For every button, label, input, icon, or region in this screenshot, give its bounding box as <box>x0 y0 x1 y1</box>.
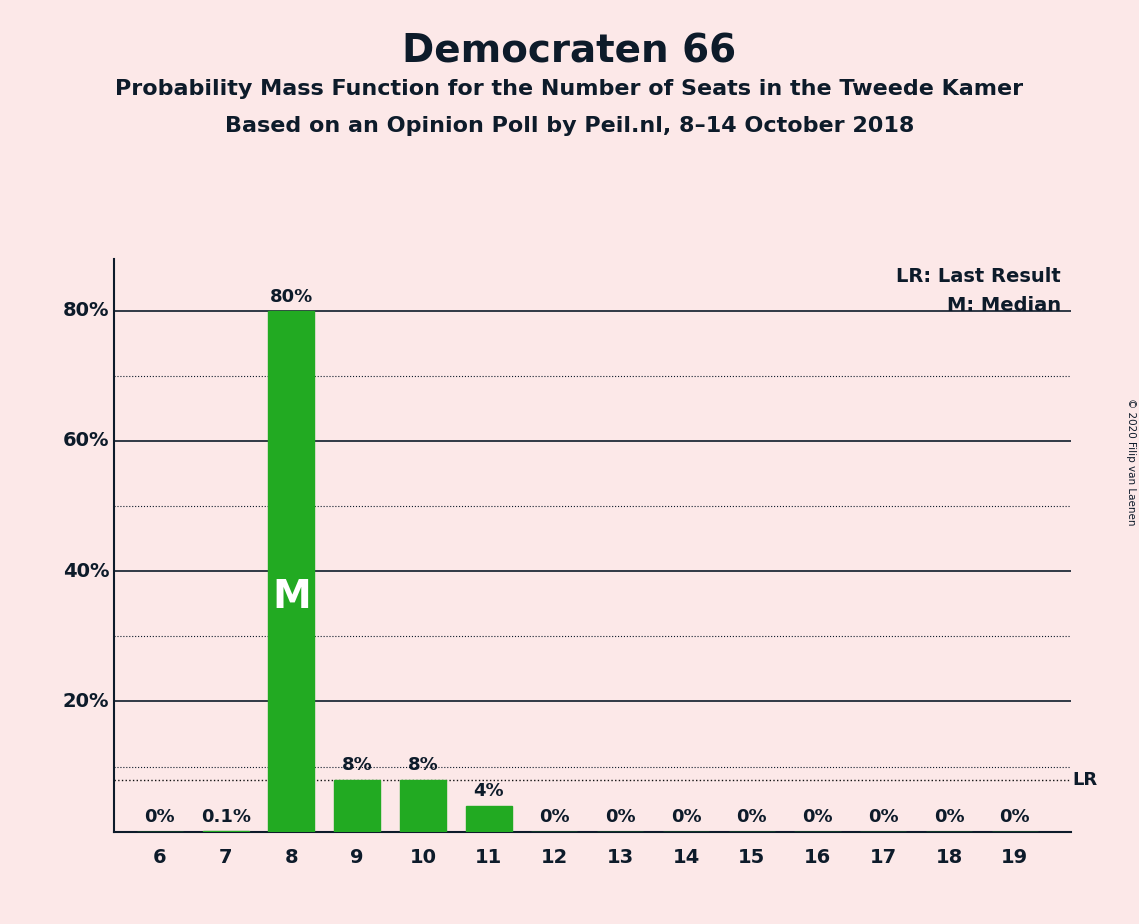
Text: 4%: 4% <box>474 783 505 800</box>
Text: 0%: 0% <box>737 808 767 826</box>
Bar <box>400 780 446 832</box>
Text: 0%: 0% <box>999 808 1030 826</box>
Text: 40%: 40% <box>63 562 109 580</box>
Text: © 2020 Filip van Laenen: © 2020 Filip van Laenen <box>1126 398 1136 526</box>
Text: 80%: 80% <box>63 301 109 321</box>
Text: Democraten 66: Democraten 66 <box>402 32 737 70</box>
Text: 0%: 0% <box>934 808 965 826</box>
Text: 8%: 8% <box>342 757 372 774</box>
Text: 0.1%: 0.1% <box>200 808 251 826</box>
Text: 0%: 0% <box>605 808 636 826</box>
Text: M: Median: M: Median <box>947 296 1062 315</box>
Text: 0%: 0% <box>868 808 899 826</box>
Text: LR: LR <box>1073 771 1098 788</box>
Text: 80%: 80% <box>270 287 313 306</box>
Text: 20%: 20% <box>63 692 109 711</box>
Text: Probability Mass Function for the Number of Seats in the Tweede Kamer: Probability Mass Function for the Number… <box>115 79 1024 99</box>
Bar <box>269 310 314 832</box>
Bar <box>334 780 380 832</box>
Text: Based on an Opinion Poll by Peil.nl, 8–14 October 2018: Based on an Opinion Poll by Peil.nl, 8–1… <box>224 116 915 136</box>
Text: 0%: 0% <box>539 808 570 826</box>
Text: 0%: 0% <box>802 808 833 826</box>
Text: 0%: 0% <box>145 808 175 826</box>
Text: 0%: 0% <box>671 808 702 826</box>
Text: 8%: 8% <box>408 757 439 774</box>
Bar <box>466 806 511 832</box>
Text: LR: Last Result: LR: Last Result <box>896 267 1062 286</box>
Text: 60%: 60% <box>63 432 109 451</box>
Text: M: M <box>272 578 311 616</box>
